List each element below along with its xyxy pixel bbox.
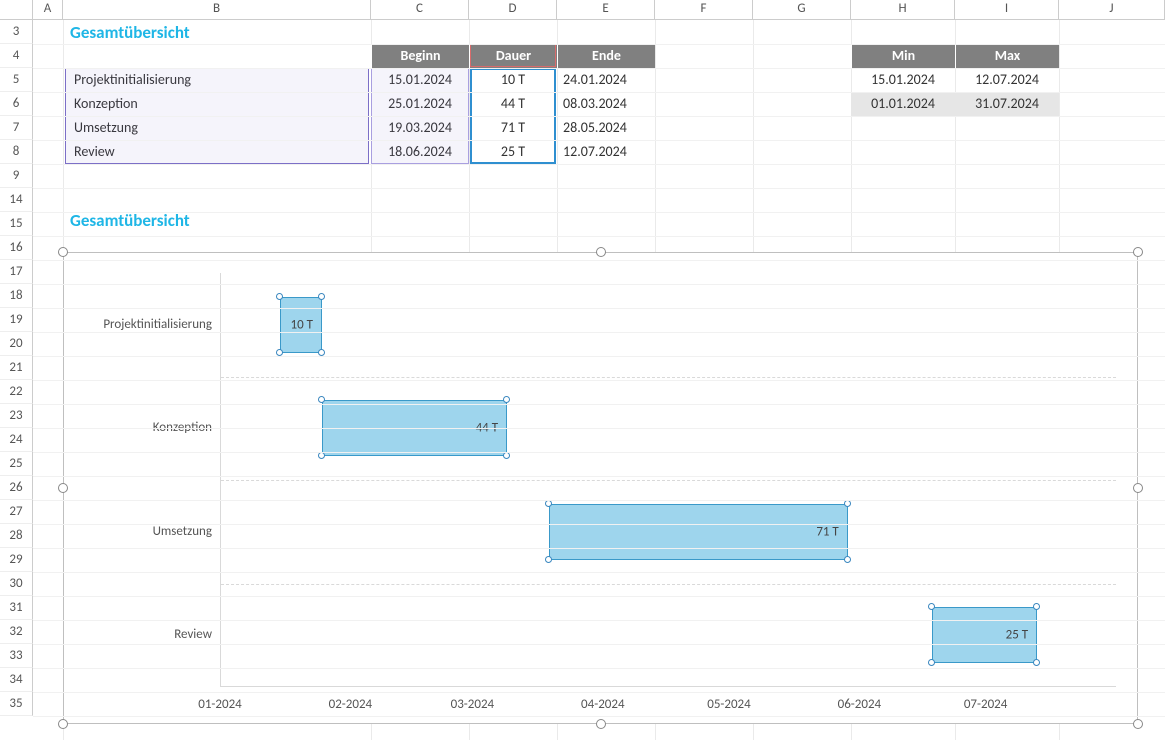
row-header-21[interactable]: 21 (0, 356, 33, 380)
col-header-C[interactable]: C (371, 0, 469, 20)
chart-x-label-5: 06-2024 (838, 697, 882, 712)
row-header-14[interactable]: 14 (0, 188, 33, 212)
bar-handle[interactable] (1033, 659, 1040, 666)
row-header-17[interactable]: 17 (0, 260, 33, 284)
gantt-bar-0[interactable]: 10 T (280, 297, 322, 353)
chart-x-label-2: 03-2024 (451, 697, 495, 712)
chart-resize-handle[interactable] (596, 719, 606, 729)
col-header-E[interactable]: E (557, 0, 655, 20)
chart-resize-handle[interactable] (596, 247, 606, 257)
bar-handle[interactable] (1033, 603, 1040, 610)
col-header-I[interactable]: I (955, 0, 1059, 20)
chart-resize-handle[interactable] (58, 719, 68, 729)
cell-ende-1[interactable]: 08.03.2024 (557, 92, 655, 116)
chart-x-label-3: 04-2024 (581, 697, 625, 712)
row-header-7[interactable]: 7 (0, 116, 33, 140)
row-header-32[interactable]: 32 (0, 620, 33, 644)
chart-category-label-2: Umsetzung (64, 524, 212, 539)
row-header-26[interactable]: 26 (0, 476, 33, 500)
chart-resize-handle[interactable] (1133, 483, 1143, 493)
minmax-r2-max[interactable]: 31.07.2024 (955, 92, 1059, 116)
row-header-27[interactable]: 27 (0, 500, 33, 524)
corner-cell[interactable] (0, 0, 33, 20)
row-header-22[interactable]: 22 (0, 380, 33, 404)
bar-handle[interactable] (276, 349, 283, 356)
bar-handle[interactable] (318, 293, 325, 300)
range-selection-dauer-header (470, 44, 556, 67)
th-min[interactable]: Min (851, 44, 955, 68)
col-header-D[interactable]: D (469, 0, 557, 20)
bar-handle[interactable] (276, 293, 283, 300)
cell-ende-2[interactable]: 28.05.2024 (557, 116, 655, 140)
row-header-9[interactable]: 9 (0, 164, 33, 188)
bar-handle[interactable] (503, 452, 510, 459)
bar-handle[interactable] (844, 556, 851, 563)
row-header-4[interactable]: 4 (0, 44, 33, 68)
gantt-bar-label-2: 71 T (816, 524, 838, 539)
th-ende[interactable]: Ende (557, 44, 655, 68)
chart-category-label-3: Review (64, 627, 212, 642)
cell-ende-0[interactable]: 24.01.2024 (557, 68, 655, 92)
bar-handle[interactable] (503, 396, 510, 403)
gantt-bar-label-0: 10 T (291, 317, 313, 332)
row-header-34[interactable]: 34 (0, 668, 33, 692)
chart-resize-handle[interactable] (58, 247, 68, 257)
row-header-20[interactable]: 20 (0, 332, 33, 356)
col-header-H[interactable]: H (851, 0, 955, 20)
row-header-18[interactable]: 18 (0, 284, 33, 308)
chart-x-label-0: 01-2024 (198, 697, 242, 712)
chart-resize-handle[interactable] (1133, 719, 1143, 729)
row-header-29[interactable]: 29 (0, 548, 33, 572)
th-beginn[interactable]: Beginn (371, 44, 469, 68)
chart-object[interactable]: 10 T44 T71 T25 T ProjektinitialisierungK… (63, 252, 1138, 724)
row-header-23[interactable]: 23 (0, 404, 33, 428)
row-header-15[interactable]: 15 (0, 212, 33, 236)
col-header-A[interactable]: A (33, 0, 63, 20)
cell-ende-3[interactable]: 12.07.2024 (557, 140, 655, 164)
th-max[interactable]: Max (955, 44, 1059, 68)
gantt-bar-2[interactable]: 71 T (549, 504, 848, 560)
col-header-G[interactable]: G (753, 0, 851, 20)
row-header-3[interactable]: 3 (0, 20, 33, 44)
minmax-r1-min[interactable]: 15.01.2024 (851, 68, 955, 92)
chart-resize-handle[interactable] (58, 483, 68, 493)
row-header-33[interactable]: 33 (0, 644, 33, 668)
row-header-8[interactable]: 8 (0, 140, 33, 164)
bar-handle[interactable] (318, 452, 325, 459)
section-title-2: Gesamtübersicht (70, 210, 190, 231)
chart-plot-area[interactable]: 10 T44 T71 T25 T (220, 273, 1116, 687)
row-header-30[interactable]: 30 (0, 572, 33, 596)
minmax-r1-max[interactable]: 12.07.2024 (955, 68, 1059, 92)
minmax-r2-min[interactable]: 01.01.2024 (851, 92, 955, 116)
col-header-J[interactable]: J (1059, 0, 1165, 20)
row-header-16[interactable]: 16 (0, 236, 33, 260)
row-header-19[interactable]: 19 (0, 308, 33, 332)
gantt-bar-label-3: 25 T (1006, 628, 1028, 643)
row-header-6[interactable]: 6 (0, 92, 33, 116)
row-header-31[interactable]: 31 (0, 596, 33, 620)
section-title-1: Gesamtübersicht (70, 22, 190, 43)
chart-category-label-0: Projektinitialisierung (64, 317, 212, 332)
bar-handle[interactable] (318, 349, 325, 356)
row-header-28[interactable]: 28 (0, 524, 33, 548)
row-header-5[interactable]: 5 (0, 68, 33, 92)
bar-handle[interactable] (545, 556, 552, 563)
col-header-B[interactable]: B (63, 0, 371, 20)
row-header-25[interactable]: 25 (0, 452, 33, 476)
chart-x-label-1: 02-2024 (329, 697, 373, 712)
bar-handle[interactable] (928, 659, 935, 666)
gantt-bar-3[interactable]: 25 T (932, 607, 1037, 663)
chart-x-label-6: 07-2024 (964, 697, 1008, 712)
row-header-35[interactable]: 35 (0, 692, 33, 716)
chart-x-label-4: 05-2024 (707, 697, 751, 712)
chart-resize-handle[interactable] (1133, 247, 1143, 257)
row-header-24[interactable]: 24 (0, 428, 33, 452)
col-header-F[interactable]: F (655, 0, 753, 20)
